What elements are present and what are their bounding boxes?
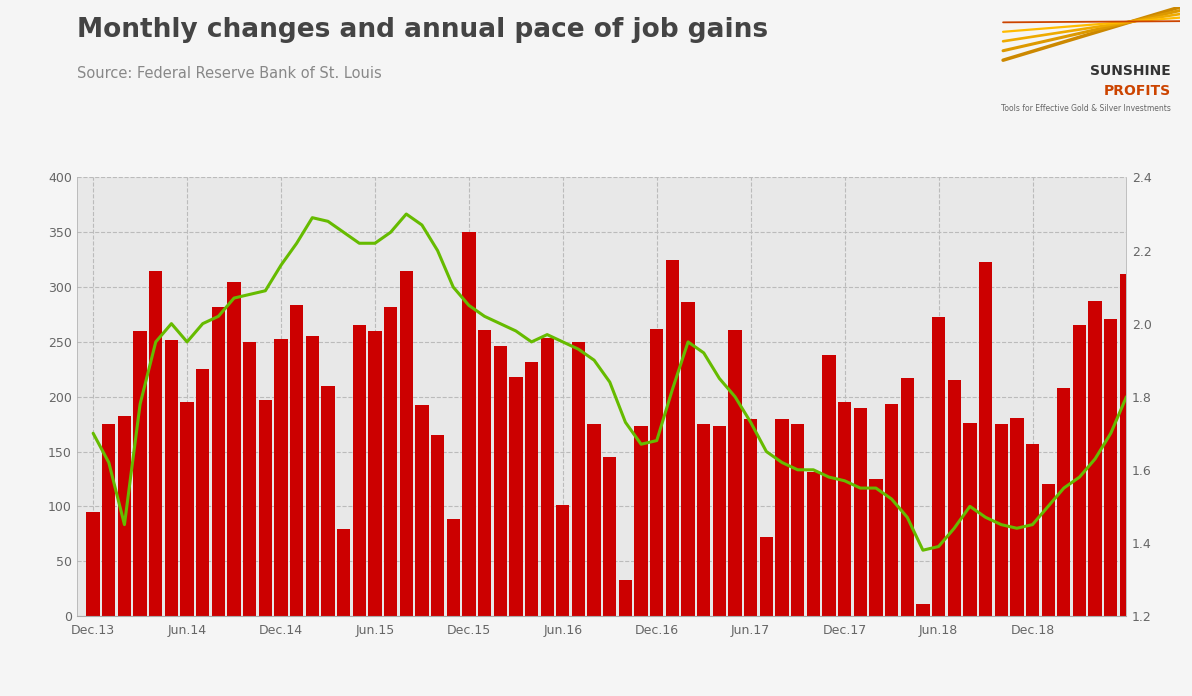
Text: Tools for Effective Gold & Silver Investments: Tools for Effective Gold & Silver Invest… — [1000, 104, 1171, 113]
Bar — [478, 330, 491, 616]
Bar — [697, 424, 710, 616]
Bar — [243, 342, 256, 616]
Bar — [744, 419, 757, 616]
Bar — [634, 427, 647, 616]
Bar — [259, 400, 272, 616]
Text: Monthly changes and annual pace of job gains: Monthly changes and annual pace of job g… — [77, 17, 769, 43]
Bar — [557, 505, 570, 616]
Bar — [1104, 319, 1117, 616]
Bar — [432, 435, 445, 616]
Bar — [588, 424, 601, 616]
Bar — [353, 326, 366, 616]
Bar — [103, 424, 116, 616]
Bar — [775, 419, 789, 616]
Bar — [149, 271, 162, 616]
Bar — [1119, 274, 1134, 616]
Bar — [1010, 418, 1024, 616]
Bar — [447, 519, 460, 616]
Bar — [228, 282, 241, 616]
Text: PROFITS: PROFITS — [1104, 84, 1171, 98]
Bar — [118, 416, 131, 616]
Bar — [524, 362, 538, 616]
Bar — [368, 331, 381, 616]
Bar — [337, 530, 350, 616]
Bar — [884, 404, 899, 616]
Bar — [853, 408, 867, 616]
Bar — [415, 406, 429, 616]
Bar — [728, 330, 741, 616]
Bar — [994, 424, 1008, 616]
Bar — [1057, 388, 1070, 616]
Bar — [650, 329, 664, 616]
Bar — [195, 370, 210, 616]
Bar — [305, 336, 319, 616]
Bar — [164, 340, 178, 616]
Bar — [322, 386, 335, 616]
Text: Source: Federal Reserve Bank of St. Louis: Source: Federal Reserve Bank of St. Loui… — [77, 66, 383, 81]
Bar — [713, 427, 726, 616]
Bar — [1026, 444, 1039, 616]
Bar — [807, 473, 820, 616]
Bar — [1088, 301, 1101, 616]
Bar — [791, 424, 805, 616]
Bar — [619, 580, 632, 616]
Bar — [399, 271, 412, 616]
Text: SUNSHINE: SUNSHINE — [1089, 64, 1171, 78]
Bar — [759, 537, 772, 616]
Bar — [838, 402, 851, 616]
Bar — [869, 479, 882, 616]
Bar — [666, 260, 679, 616]
Bar — [917, 604, 930, 616]
Bar — [603, 457, 616, 616]
Bar — [134, 331, 147, 616]
Bar — [901, 378, 914, 616]
Bar — [948, 380, 961, 616]
Bar — [493, 347, 507, 616]
Bar — [963, 423, 976, 616]
Bar — [979, 262, 992, 616]
Bar — [462, 232, 476, 616]
Bar — [1042, 484, 1055, 616]
Bar — [509, 377, 522, 616]
Bar — [822, 355, 836, 616]
Bar — [180, 402, 194, 616]
Bar — [932, 317, 945, 616]
Bar — [384, 307, 397, 616]
Bar — [274, 339, 287, 616]
Bar — [212, 307, 225, 616]
Bar — [540, 338, 554, 616]
Bar — [87, 512, 100, 616]
Bar — [290, 305, 303, 616]
Bar — [572, 342, 585, 616]
Bar — [1073, 326, 1086, 616]
Bar — [682, 303, 695, 616]
